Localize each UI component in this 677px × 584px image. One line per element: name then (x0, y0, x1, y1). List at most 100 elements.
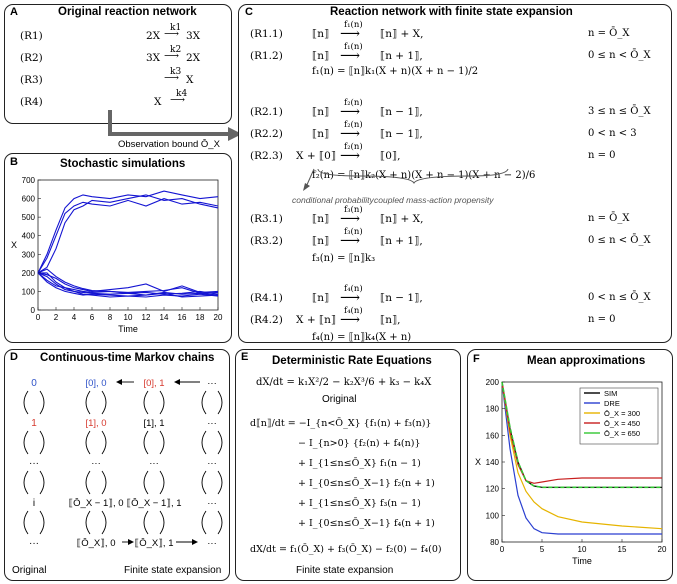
panel-d (4, 349, 230, 581)
expanded-state: ⟦Ō_X⟧, 1 (135, 538, 174, 549)
transition-arc (201, 390, 207, 415)
reaction-id: (R2.2) (250, 128, 283, 140)
y-tick-label: 300 (22, 250, 36, 259)
y-tick-label: 400 (22, 232, 36, 241)
reaction-product: ⟦n − 1⟧, (380, 106, 423, 118)
caption-original: Original (12, 565, 47, 576)
transition-arc (39, 390, 45, 415)
panel-a-label: A (10, 6, 18, 18)
propensity-definition: f₄(n) = ⟦n⟧k₄(X + n) (312, 332, 412, 343)
transition-arc (143, 390, 149, 415)
y-tick-label: 700 (22, 176, 36, 185)
original-state: 0 (31, 378, 37, 389)
panel-f-title: Mean approximations (527, 355, 646, 367)
reaction-arrow: ⟶ (340, 126, 361, 142)
expansion-line-3: + I_{1≤n≤Ō_X} f₁(n − 1) (298, 458, 421, 469)
legend-box (579, 387, 659, 445)
transition-arc (23, 510, 29, 535)
reaction-rate: f₂(n) (344, 98, 363, 108)
original-state: 1 (31, 418, 37, 429)
reaction-lhs: ⟦n⟧ (312, 28, 330, 40)
stochastic-simulations-chart: 0 2 4 6 8 10 12 14 16 18 200100200300400500600700T… (11, 176, 223, 334)
reaction-rate: f₃(n) (344, 227, 363, 237)
expanded-state: ⟦Ō_X⟧, 0 (77, 538, 116, 549)
panel-a (4, 4, 232, 124)
x-tick-label: 16 (178, 313, 187, 322)
transition-arc (85, 390, 91, 415)
x-axis-label: Time (118, 324, 138, 334)
reaction-condition: 0 < n < 3 (588, 128, 637, 139)
panel-d-label: D (10, 351, 18, 363)
transition-arc (217, 390, 223, 415)
panel-c-title: Reaction network with finite state expan… (330, 6, 573, 18)
transition-arc (101, 470, 107, 495)
x-tick-label: 6 (90, 313, 95, 322)
reaction-lhs: ⟦n⟧ (312, 106, 330, 118)
transition-arc (159, 470, 165, 495)
reaction-id: (R1.2) (250, 50, 283, 62)
y-axis-label: X (475, 457, 481, 467)
transition-arc (217, 430, 223, 455)
transition-arc (201, 510, 207, 535)
arrow-head (128, 539, 134, 545)
trajectory-line-3 (37, 194, 219, 274)
y-tick-label: 100 (486, 511, 500, 520)
transition-arc (217, 510, 223, 535)
expanded-state: ··· (207, 418, 217, 429)
transition-arc (159, 510, 165, 535)
reaction-rate: f₂(n) (344, 120, 363, 130)
reaction-product: ⟦n⟧, (380, 314, 401, 326)
expanded-state: ··· (91, 458, 101, 469)
x-tick-label: 18 (196, 313, 205, 322)
expanded-state: ⟦Ō_X − 1⟧, 0 (68, 498, 123, 509)
transition-arc (85, 430, 91, 455)
reaction-r4-id: (R4) (20, 96, 43, 108)
panel-f-label: F (473, 353, 480, 365)
reaction-r1-lhs: 2X (146, 30, 161, 42)
x-tick-label: 20 (214, 313, 223, 322)
y-tick-label: 100 (22, 287, 36, 296)
transition-arc (217, 470, 223, 495)
trajectory-line-2 (37, 190, 219, 274)
legend-label: Ō_X = 300 (604, 409, 640, 418)
arrow-head (192, 539, 198, 545)
note-coupled-propensity: coupled mass-action propensity (374, 195, 494, 205)
original-dre-equation: dX/dt = k₁X²/2 − k₂X³/6 + k₃ − k₄X (256, 377, 432, 388)
x-axis-label: Time (572, 556, 592, 566)
panel-e-label: E (241, 351, 249, 363)
transition-arc (201, 430, 207, 455)
y-tick-label: 200 (486, 378, 500, 387)
legend-label: DRE (604, 399, 620, 408)
panel-c-label: C (245, 6, 253, 18)
expanded-state: ⟦Ō_X − 1⟧, 1 (126, 498, 181, 509)
reaction-arrow: ⟶ (340, 26, 361, 42)
reaction-arrow: ⟶ (340, 290, 361, 306)
reaction-r3-id: (R3) (20, 74, 43, 86)
trajectory-line-1 (37, 198, 219, 274)
y-tick-label: 140 (486, 458, 500, 467)
reaction-r1-id: (R1) (20, 30, 43, 42)
reaction-r3-rate: k3 (170, 67, 182, 77)
original-state: ··· (29, 458, 39, 469)
transition-arc (201, 470, 207, 495)
panel-b-label: B (10, 156, 18, 168)
reaction-product: ⟦n − 1⟧, (380, 128, 423, 140)
reaction-arrow: ⟶ (164, 72, 180, 84)
expansion-line-5: + I_{1≤n≤Ō_X} f₃(n − 1) (298, 498, 421, 509)
x-tick-label: 2 (54, 313, 59, 322)
reaction-r2-rhs: 2X (186, 52, 201, 64)
propensity-definition: f₁(n) = ⟦n⟧k₁(X + n)(X + n − 1)/2 (312, 66, 479, 77)
expansion-line-4: + I_{0≤n≤Ō_X−1} f₂(n + 1) (298, 478, 435, 489)
reaction-condition: n = Ō_X (588, 28, 630, 39)
reaction-product: ⟦n + 1⟧, (380, 235, 423, 247)
reaction-lhs: ⟦n⟧ (312, 292, 330, 304)
expanded-state: ··· (207, 498, 217, 509)
reaction-lhs: ⟦n⟧ (312, 50, 330, 62)
reaction-lhs: ⟦n⟧ (312, 213, 330, 225)
legend-label: Ō_X = 450 (604, 419, 640, 428)
reaction-lhs: ⟦n⟧ (312, 235, 330, 247)
reaction-rate: f₁(n) (344, 20, 363, 30)
transition-arc (23, 390, 29, 415)
x-tick-label: 10 (124, 313, 133, 322)
y-axis-label: X (11, 240, 17, 250)
